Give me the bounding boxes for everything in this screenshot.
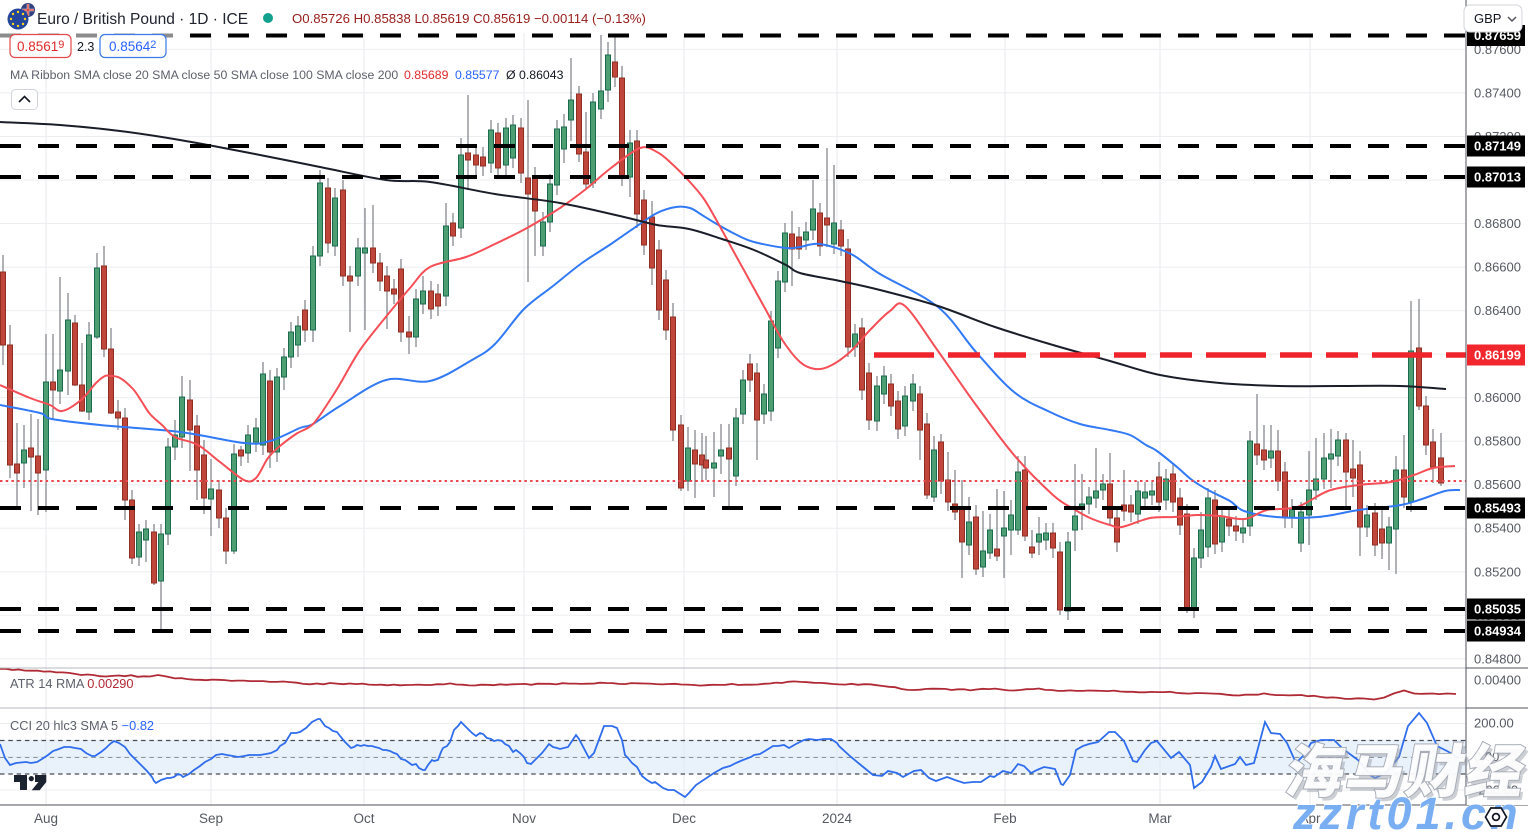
svg-text:0.86800: 0.86800: [1474, 216, 1521, 231]
svg-text:GBP: GBP: [1474, 11, 1501, 26]
svg-text:Apr: Apr: [1299, 811, 1321, 826]
svg-text:Euro / British Pound · 1D · IC: Euro / British Pound · 1D · ICE: [37, 11, 248, 28]
svg-text:0.84800: 0.84800: [1474, 651, 1521, 666]
svg-text:Oct: Oct: [353, 811, 374, 826]
svg-text:MA Ribbon SMA close 20 SMA clo: MA Ribbon SMA close 20 SMA close 50 SMA …: [10, 68, 564, 82]
svg-text:0.85800: 0.85800: [1474, 434, 1521, 449]
svg-text:200.00: 200.00: [1474, 716, 1514, 731]
svg-text:Dec: Dec: [672, 811, 696, 826]
svg-text:Nov: Nov: [512, 811, 536, 826]
svg-text:0.85493: 0.85493: [1474, 501, 1521, 516]
svg-text:0.86199: 0.86199: [1474, 348, 1521, 363]
svg-text:Feb: Feb: [993, 811, 1016, 826]
svg-text:CCI 20 hlc3 SMA 5 −0.82: CCI 20 hlc3 SMA 5 −0.82: [10, 718, 154, 733]
svg-text:0.86400: 0.86400: [1474, 303, 1521, 318]
svg-text:0.86600: 0.86600: [1474, 260, 1521, 275]
svg-text:0.87013: 0.87013: [1474, 170, 1521, 185]
svg-text:0.85600: 0.85600: [1474, 477, 1521, 492]
svg-text:0.85619: 0.85619: [17, 39, 64, 54]
svg-text:zzrt01.cn: zzrt01.cn: [1292, 788, 1522, 833]
svg-text:Sep: Sep: [199, 811, 223, 826]
svg-text:0.87400: 0.87400: [1474, 85, 1521, 100]
svg-text:Mar: Mar: [1148, 811, 1172, 826]
svg-text:0.85200: 0.85200: [1474, 564, 1521, 579]
svg-text:0.86000: 0.86000: [1474, 390, 1521, 405]
svg-text:0.84934: 0.84934: [1474, 624, 1522, 639]
svg-text:0.85035: 0.85035: [1474, 602, 1521, 617]
svg-text:Aug: Aug: [34, 811, 58, 826]
svg-text:0.00400: 0.00400: [1474, 673, 1521, 688]
svg-text:O0.85726 H0.85838 L0.85619: O0.85726 H0.85838 L0.85619 C0.85619 −0.0…: [292, 11, 646, 26]
svg-text:0.85642: 0.85642: [109, 39, 156, 54]
svg-text:2024: 2024: [822, 811, 853, 826]
svg-text:2.3: 2.3: [77, 40, 94, 54]
svg-text:ATR 14 RMA 0.00290: ATR 14 RMA 0.00290: [10, 676, 134, 691]
svg-text:0.85400: 0.85400: [1474, 521, 1521, 536]
svg-text:0.87149: 0.87149: [1474, 139, 1521, 154]
